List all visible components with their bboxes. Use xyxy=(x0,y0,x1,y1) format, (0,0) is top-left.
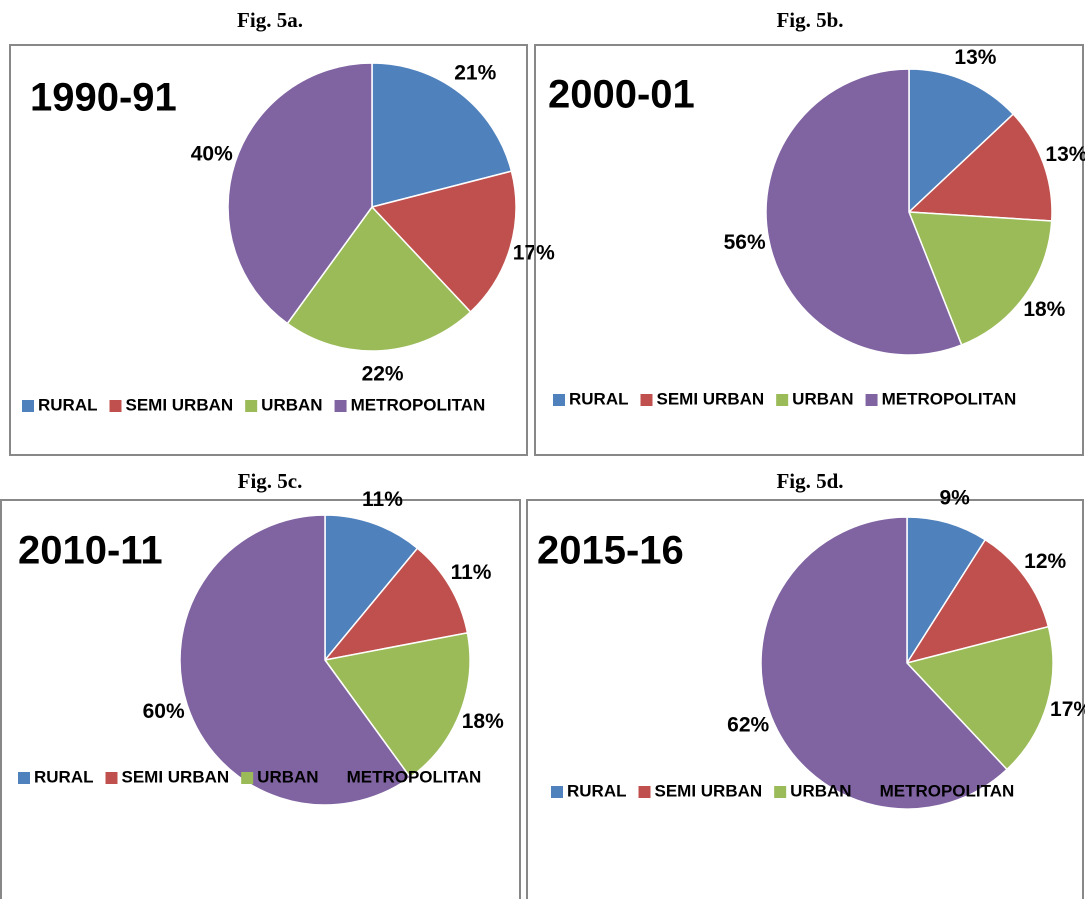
panel-border xyxy=(0,499,521,899)
legend-label: RURAL xyxy=(569,389,629,408)
chart-title: 1990-91 xyxy=(30,76,177,120)
legend-label: URBAN xyxy=(261,395,322,414)
pie-slice xyxy=(760,516,1009,810)
data-label: 13% xyxy=(1045,143,1085,166)
legend-label: URBAN xyxy=(792,389,853,408)
data-label: 11% xyxy=(451,561,492,584)
data-label: 18% xyxy=(462,710,504,733)
data-label: 17% xyxy=(1050,698,1085,721)
pie-slice xyxy=(371,62,513,208)
legend-swatch xyxy=(109,400,122,412)
legend-swatch xyxy=(863,786,876,798)
pie-slice xyxy=(324,514,419,663)
pie-slice xyxy=(323,547,469,662)
legend-swatch xyxy=(334,400,347,412)
pie-slice xyxy=(905,625,1054,771)
caption: Fig. 5a. xyxy=(237,8,303,32)
data-label: 17% xyxy=(513,242,555,265)
legend-swatch xyxy=(640,394,653,406)
data-label: 11% xyxy=(362,488,403,511)
caption: Fig. 5b. xyxy=(776,8,843,32)
legend-label: RURAL xyxy=(38,395,98,414)
legend-label: RURAL xyxy=(567,781,627,800)
pie-slice xyxy=(907,211,1053,346)
legend-swatch xyxy=(865,394,878,406)
legend-swatch xyxy=(774,786,787,798)
chart-title: 2015-16 xyxy=(537,529,684,573)
pie-slice xyxy=(905,538,1050,665)
data-label: 18% xyxy=(1023,298,1065,321)
legend-label: METROPOLITAN xyxy=(351,395,486,414)
data-label: 40% xyxy=(191,142,233,165)
legend-swatch xyxy=(22,400,34,412)
pie-slice xyxy=(906,516,987,666)
legend-label: RURAL xyxy=(34,767,94,786)
legend-swatch xyxy=(105,772,118,784)
caption: Fig. 5c. xyxy=(238,469,303,493)
chart-title: 2000-01 xyxy=(548,73,695,117)
panel-border xyxy=(534,44,1084,456)
pie-slice xyxy=(286,205,472,352)
legend-swatch xyxy=(18,772,30,784)
legend-swatch xyxy=(330,772,343,784)
legend-label: METROPOLITAN xyxy=(347,767,482,786)
data-label: 56% xyxy=(724,231,766,254)
caption: Fig. 5d. xyxy=(776,469,843,493)
legend-swatch xyxy=(551,786,563,798)
panel-border xyxy=(526,499,1084,899)
pie-slice xyxy=(370,170,517,314)
legend-label: SEMI URBAN xyxy=(122,767,230,786)
legend-swatch xyxy=(638,786,651,798)
chart-title: 2010-11 xyxy=(18,529,163,573)
data-label: 9% xyxy=(939,487,970,510)
pie-slice xyxy=(323,631,471,779)
legend-label: SEMI URBAN xyxy=(657,389,765,408)
data-label: 60% xyxy=(143,700,185,723)
legend-swatch xyxy=(776,394,789,406)
legend-label: URBAN xyxy=(257,767,318,786)
legend-swatch xyxy=(241,772,254,784)
legend-label: URBAN xyxy=(790,781,851,800)
legend-label: METROPOLITAN xyxy=(880,781,1015,800)
pie-slice xyxy=(908,68,1015,214)
legend-swatch xyxy=(245,400,258,412)
pie-slice xyxy=(227,62,373,325)
data-label: 21% xyxy=(454,61,496,84)
pie-slice xyxy=(765,68,963,356)
panel-border xyxy=(9,44,528,456)
data-label: 62% xyxy=(727,713,769,736)
legend-label: SEMI URBAN xyxy=(655,781,763,800)
legend-label: METROPOLITAN xyxy=(882,389,1017,408)
data-label: 12% xyxy=(1024,550,1066,573)
pie-slice xyxy=(179,514,412,806)
legend-swatch xyxy=(553,394,565,406)
data-label: 13% xyxy=(954,46,996,69)
pie-slice xyxy=(907,113,1053,222)
legend-label: SEMI URBAN xyxy=(126,395,234,414)
data-label: 22% xyxy=(362,363,404,386)
